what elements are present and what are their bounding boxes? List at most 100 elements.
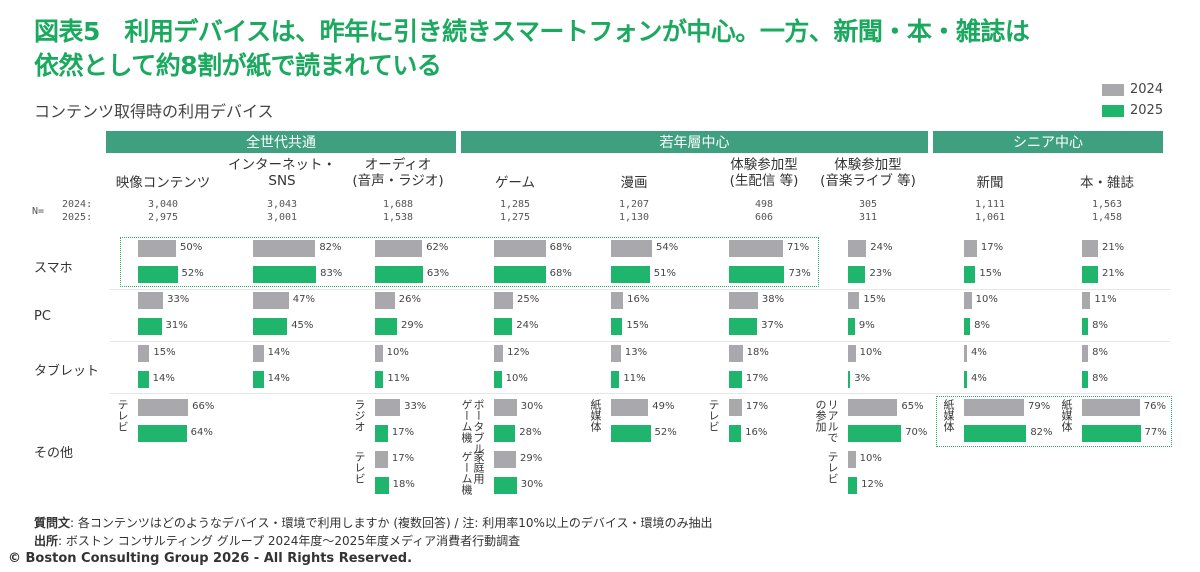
n-value-2024: 1,688 [382, 199, 414, 210]
bar-2025 [494, 425, 516, 442]
bar-2024 [848, 399, 898, 416]
other-device-label: テレビ [116, 399, 129, 432]
legend-swatch-2025 [1102, 104, 1124, 117]
data-label-2025: 15% [979, 268, 1002, 279]
data-label-2024: 21% [1101, 242, 1125, 253]
row-label-tablet: タブレット [34, 364, 100, 379]
bar-2024 [611, 292, 624, 309]
n-value-2025: 1,458 [1091, 212, 1123, 223]
data-label-2025: 28% [519, 427, 542, 438]
bar-2024 [375, 451, 388, 468]
data-label-2024: 76% [1143, 401, 1166, 412]
row-label-other: その他 [34, 446, 74, 461]
copyright: © Boston Consulting Group 2026 - All Rig… [8, 551, 413, 566]
bar-2024 [848, 240, 867, 257]
data-label-2024: 16% [627, 294, 650, 305]
data-label-2024: 54% [656, 242, 679, 253]
category-label: ゲーム [494, 175, 536, 191]
data-label-2024: 15% [153, 347, 176, 358]
data-label-2024: 66% [192, 401, 215, 412]
highlight-box-paper [936, 396, 1172, 447]
data-label-2025: 63% [426, 268, 450, 279]
n-label-2025: 2025: [62, 212, 93, 223]
bar-2024 [375, 399, 401, 416]
legend-item-2025: 2025 [1102, 103, 1163, 118]
data-label-2025: 31% [165, 320, 188, 331]
bar-2025 [848, 477, 858, 494]
data-label-2024: 12% [507, 347, 530, 358]
bar-2025 [253, 371, 264, 388]
data-label-2025: 12% [861, 479, 884, 490]
bar-2025 [138, 371, 149, 388]
other-device-label: 紙媒体 [1060, 399, 1073, 432]
n-value-2024: 3,043 [266, 199, 298, 210]
bar-2024 [138, 345, 150, 362]
data-label-2025: 9% [858, 320, 875, 331]
data-label-2025: 24% [516, 320, 539, 331]
page-title-line1: 図表5 利用デバイスは、昨年に引き続きスマートフォンが中心。一方、新聞・本・雑誌… [34, 17, 1030, 46]
data-label-2025: 45% [291, 320, 314, 331]
n-value-2024: 1,285 [499, 199, 531, 210]
bar-2025 [375, 318, 398, 335]
data-label-2025: 51% [653, 268, 676, 279]
data-label-2024: 49% [652, 401, 675, 412]
data-label-2024: 10% [386, 347, 409, 358]
other-device-label: 紙媒体 [589, 399, 602, 432]
n-value-2024: 3,040 [147, 199, 179, 210]
bar-2025 [138, 318, 162, 335]
bar-2024 [138, 240, 176, 257]
bar-2025 [964, 371, 968, 388]
bar-2024 [964, 345, 968, 362]
bar-2025 [611, 425, 651, 442]
bar-2024 [138, 292, 164, 309]
data-label-2025: 64% [190, 427, 213, 438]
bar-2025 [375, 477, 389, 494]
bar-2025 [611, 371, 620, 388]
n-value-2024: 498 [754, 199, 774, 210]
bar-2024 [494, 451, 517, 468]
bar-2025 [494, 371, 502, 388]
question-label: 質問文 [34, 516, 71, 530]
row-label-smartphone: スマホ [34, 261, 73, 276]
other-device-label: テレビ [707, 399, 720, 432]
bar-2024 [729, 399, 742, 416]
bar-2024 [611, 345, 621, 362]
other-device-label: 紙媒体 [942, 399, 955, 432]
data-label-2025: 11% [623, 373, 646, 384]
source-label: 出所 [34, 534, 59, 548]
question-footnote: 質問文: 各コンテンツはどのようなデバイス・環境で利用しますか (複数回答) /… [34, 514, 713, 531]
other-device-label: テレビ [826, 451, 839, 484]
group-header-young: 若年層中心 [461, 131, 928, 153]
data-label-2024: 24% [870, 242, 893, 253]
bar-2024 [375, 292, 395, 309]
n-value-2024: 1,207 [618, 199, 650, 210]
bar-2025 [729, 318, 758, 335]
bar-2024 [848, 345, 856, 362]
data-label-2024: 33% [404, 401, 427, 412]
page-title-line2: 依然として約8割が紙で読まれている [34, 51, 442, 80]
legend-label-2025: 2025 [1130, 103, 1164, 118]
data-label-2024: 18% [746, 347, 769, 358]
bar-2024 [375, 240, 423, 257]
bar-2025 [375, 425, 388, 442]
data-label-2024: 30% [520, 401, 544, 412]
data-label-2025: 82% [1030, 427, 1053, 438]
source-footnote: 出所: ボストン コンサルティング グループ 2024年度～2025年度メディア… [34, 532, 520, 549]
bar-2025 [729, 266, 785, 283]
bar-2024 [494, 345, 504, 362]
data-label-2024: 26% [398, 294, 421, 305]
data-label-2025: 14% [152, 373, 175, 384]
data-label-2024: 68% [549, 242, 572, 253]
row-divider [110, 341, 1170, 342]
bar-2025 [1082, 318, 1089, 335]
n-value-2025: 1,061 [974, 212, 1006, 223]
data-label-2025: 17% [391, 427, 415, 438]
n-value-2025: 1,538 [382, 212, 414, 223]
legend-swatch-2024 [1102, 83, 1124, 96]
bar-2024 [253, 240, 316, 257]
data-label-2024: 38% [761, 294, 785, 305]
other-device-label: テレビ [353, 451, 366, 484]
n-value-2025: 3,001 [266, 212, 298, 223]
row-label-pc: PC [34, 309, 51, 324]
bar-2025 [253, 266, 317, 283]
